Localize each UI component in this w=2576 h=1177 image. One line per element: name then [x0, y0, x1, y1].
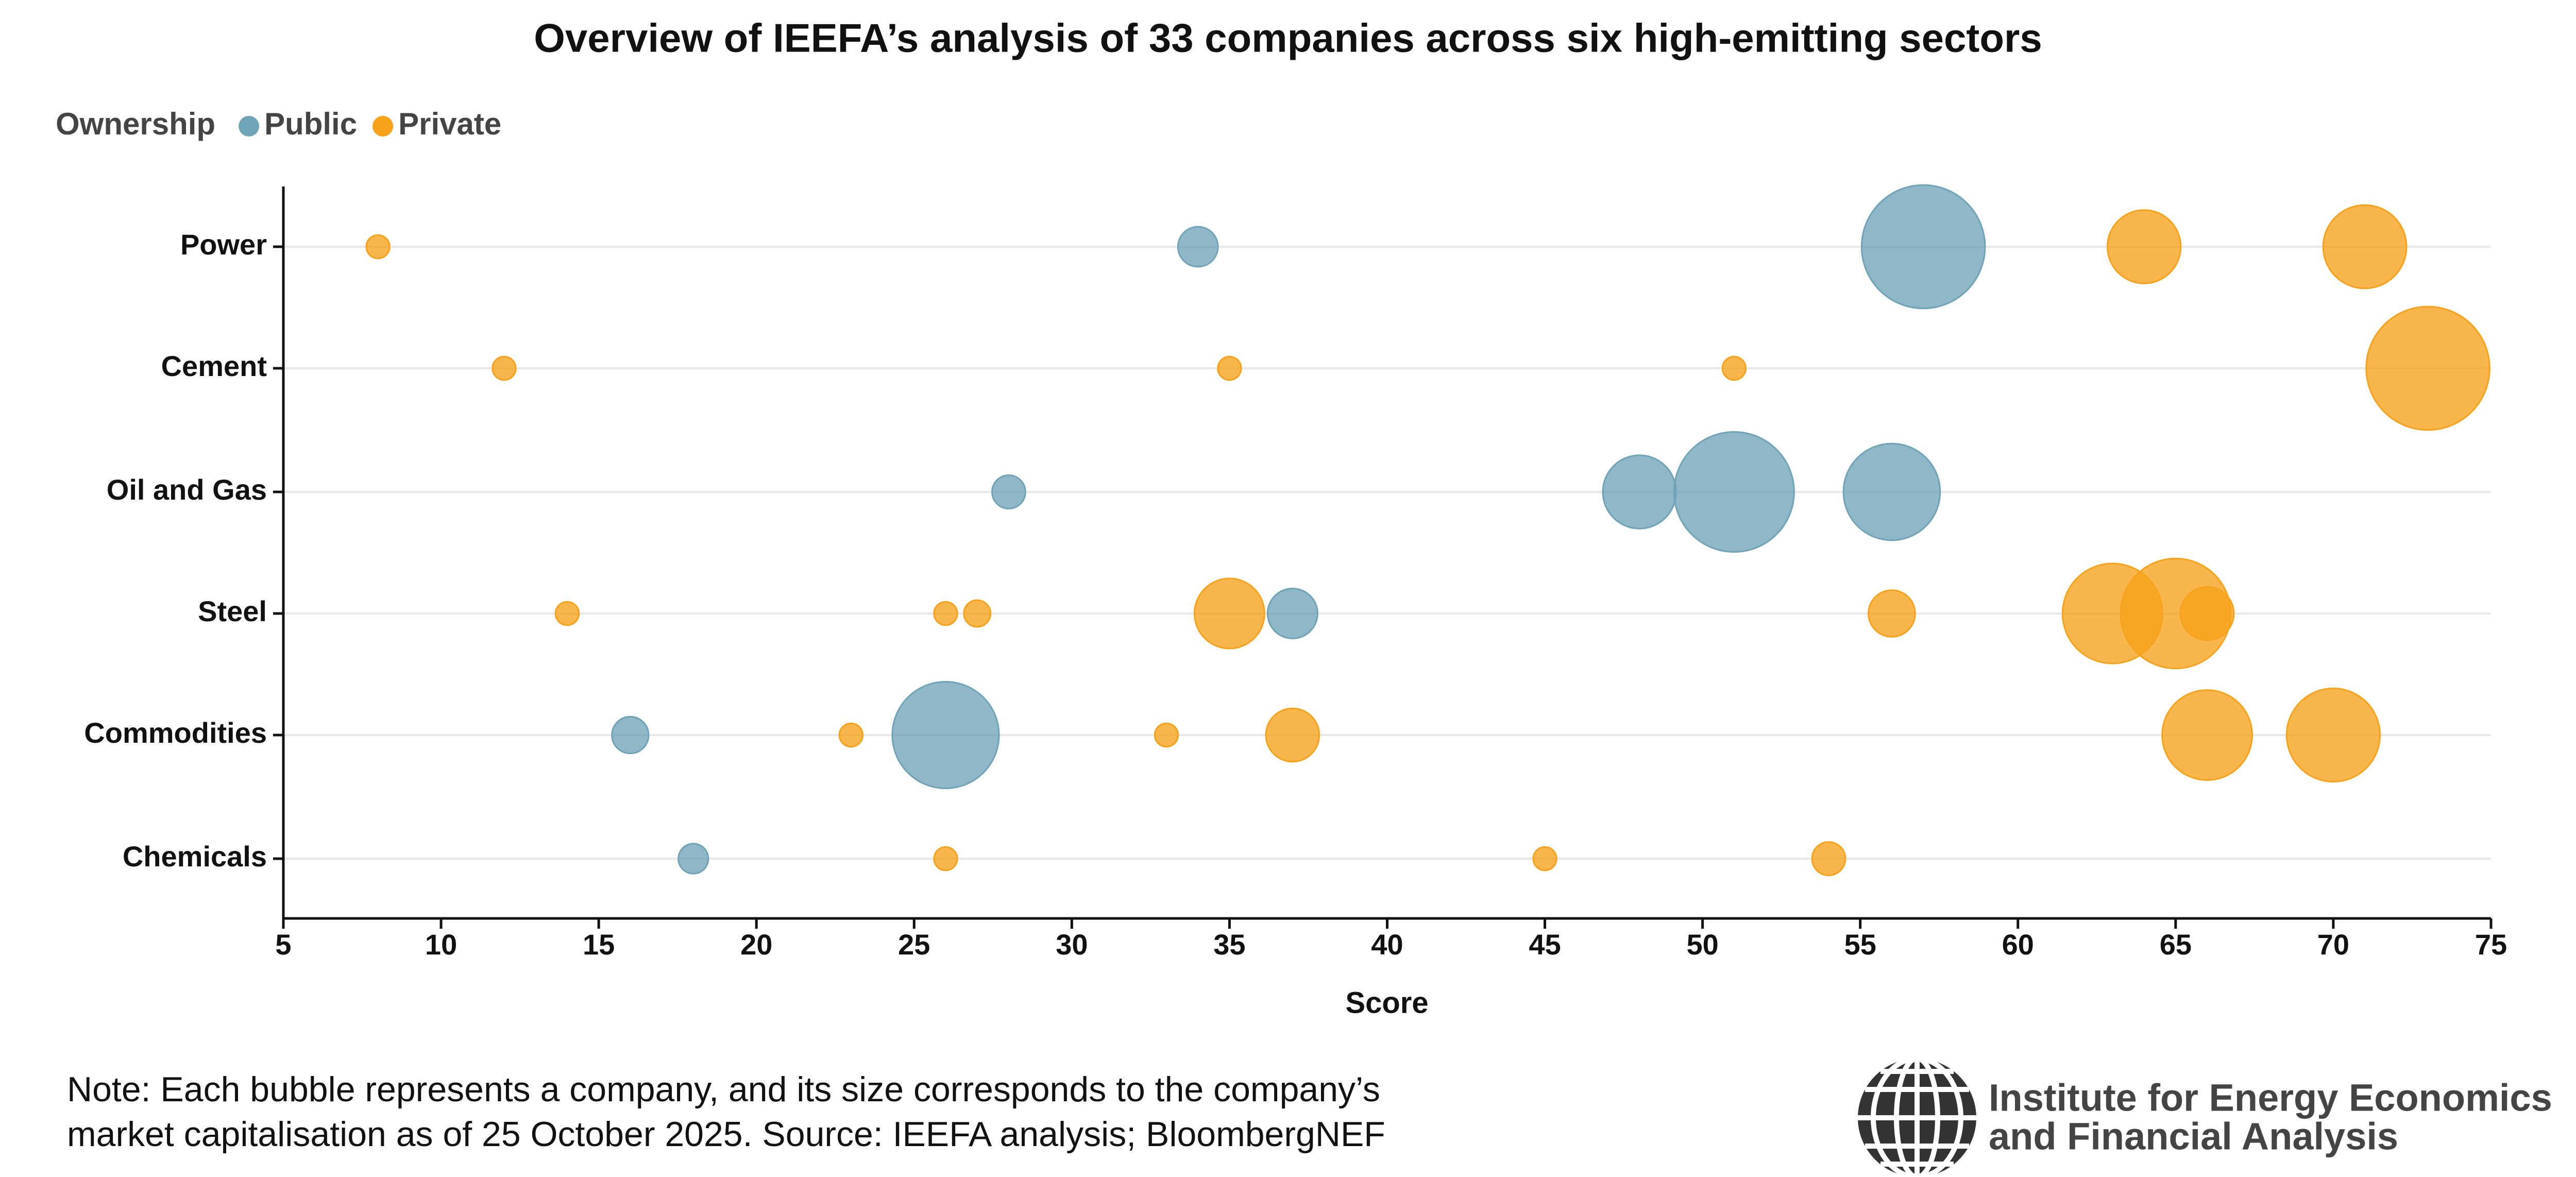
y-tick-label: Commodities: [84, 717, 267, 749]
x-tick-label: 45: [1529, 928, 1561, 961]
bubble: [677, 843, 709, 875]
bubble: [1860, 184, 1986, 310]
x-axis-label: Score: [1345, 986, 1428, 1019]
x-tick-label: 65: [2160, 928, 2192, 961]
bubble: [2161, 689, 2253, 781]
x-tick-label: 15: [583, 928, 615, 961]
x-tick-label: 40: [1371, 928, 1403, 961]
x-tick-label: 25: [898, 928, 930, 961]
bubble: [1217, 355, 1242, 381]
bubble: [1721, 355, 1747, 381]
legend-label: Public: [264, 107, 357, 141]
x-tick-label: 50: [1686, 928, 1718, 961]
note-line: Note: Each bubble represents a company, …: [67, 1070, 1380, 1109]
logo-text: and Financial Analysis: [1989, 1115, 2398, 1158]
bubble: [2285, 687, 2381, 783]
bubble: [1868, 589, 1916, 638]
x-tick-label: 60: [2002, 928, 2034, 961]
bubble: [1193, 577, 1265, 650]
bubble: [1265, 707, 1320, 763]
bubble: [933, 846, 958, 872]
x-tick-label: 20: [740, 928, 772, 961]
bubble: [891, 680, 1000, 790]
bubble: [1154, 722, 1179, 748]
x-tick-label: 75: [2475, 928, 2507, 961]
bubble: [365, 234, 391, 260]
bubble: [991, 474, 1026, 509]
x-tick-label: 70: [2317, 928, 2349, 961]
bubble: [1532, 846, 1557, 872]
bubble: [611, 715, 650, 755]
bubble: [2179, 586, 2235, 641]
logo-text: Institute for Energy Economics: [1989, 1077, 2552, 1119]
bubble: [492, 355, 517, 381]
bubble: [1602, 454, 1677, 530]
x-tick-label: 55: [1844, 928, 1876, 961]
bubble: [1177, 226, 1219, 268]
x-tick-label: 30: [1056, 928, 1088, 961]
note-line: market capitalisation as of 25 October 2…: [67, 1115, 1385, 1154]
y-tick-label: Oil and Gas: [107, 473, 267, 506]
chart-title: Overview of IEEFA’s analysis of 33 compa…: [534, 15, 2042, 61]
y-tick-label: Steel: [198, 595, 267, 627]
x-tick-label: 5: [275, 928, 291, 961]
logo-globe: [1858, 1056, 1976, 1177]
bubble: [554, 601, 580, 626]
bubble: [1266, 587, 1318, 640]
bubble: [2106, 209, 2182, 284]
legend-title: Ownership: [56, 107, 215, 141]
y-tick-label: Cement: [161, 350, 267, 382]
bubble: [963, 599, 992, 628]
series-public: [611, 184, 1986, 875]
x-tick-label: 35: [1213, 928, 1245, 961]
bubble: [1811, 841, 1846, 876]
legend-label: Private: [398, 107, 501, 141]
bubble: [2322, 204, 2408, 289]
bubble: [933, 601, 958, 626]
bubble: [2365, 305, 2490, 431]
x-tick-label: 10: [425, 928, 457, 961]
bubble: [1842, 442, 1941, 541]
series-private: [365, 204, 2490, 876]
y-tick-label: Chemicals: [123, 840, 267, 873]
bubble: [838, 722, 864, 748]
legend-marker: [239, 116, 260, 137]
y-tick-label: Power: [180, 228, 267, 261]
legend-marker: [372, 116, 394, 137]
bubble: [1673, 431, 1795, 553]
